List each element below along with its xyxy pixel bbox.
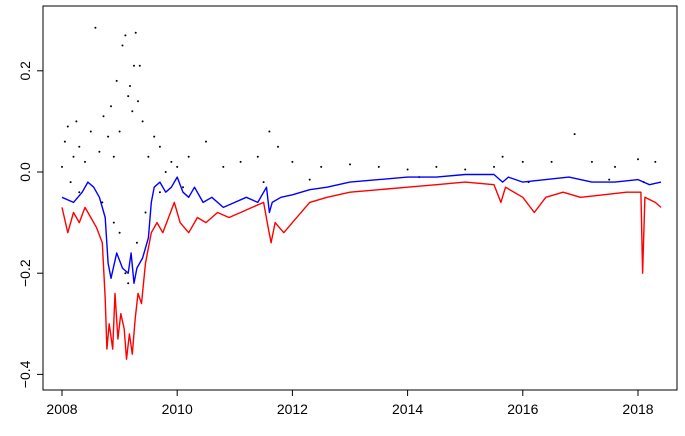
red-line-series — [61, 181, 662, 360]
blue-line-series — [61, 173, 662, 284]
y-tick-label: −0.4 — [17, 360, 33, 388]
x-tick-label: 2018 — [622, 401, 653, 417]
data-point — [134, 31, 137, 34]
data-point — [101, 201, 104, 204]
data-point — [137, 100, 139, 103]
data-point — [158, 191, 161, 194]
data-point — [349, 163, 351, 166]
data-point — [176, 165, 179, 168]
data-point — [158, 145, 161, 148]
data-point — [614, 165, 616, 168]
data-point — [291, 160, 294, 163]
data-point — [435, 165, 438, 168]
data-point — [98, 150, 101, 153]
y-tick-label: 0.0 — [17, 162, 33, 182]
data-point — [205, 140, 207, 143]
data-point — [308, 178, 311, 181]
data-point — [141, 120, 144, 123]
data-point — [118, 130, 121, 133]
data-point — [115, 79, 118, 82]
data-point — [127, 282, 130, 285]
data-point — [112, 221, 115, 224]
data-point — [69, 181, 72, 184]
data-point — [268, 130, 271, 133]
points-series — [61, 26, 657, 285]
data-point — [144, 211, 147, 214]
x-tick-label: 2010 — [162, 401, 193, 417]
x-axis: 2008 2010 2012 2014 2016 2018 — [46, 390, 654, 417]
data-point — [124, 34, 127, 37]
data-point — [78, 145, 81, 148]
data-point — [493, 165, 495, 168]
data-point — [608, 178, 611, 181]
data-point — [89, 130, 92, 133]
data-point — [239, 160, 242, 163]
series-layer — [61, 26, 662, 360]
data-point — [133, 64, 135, 67]
data-point — [590, 160, 593, 163]
x-tick-label: 2016 — [507, 401, 538, 417]
data-point — [147, 155, 150, 158]
data-point — [256, 155, 259, 158]
data-point — [262, 181, 265, 184]
data-point — [222, 165, 225, 168]
data-point — [118, 231, 121, 234]
plot-frame — [42, 5, 678, 391]
data-point — [654, 160, 657, 163]
data-point — [170, 160, 173, 163]
x-tick-label: 2008 — [46, 401, 77, 417]
data-point — [121, 44, 124, 47]
data-point — [406, 168, 409, 171]
data-point — [637, 158, 639, 161]
data-point — [75, 120, 78, 123]
data-point — [63, 140, 66, 143]
data-point — [110, 105, 112, 108]
data-point — [138, 64, 141, 67]
data-point — [127, 95, 130, 98]
data-point — [124, 272, 127, 275]
y-tick-label: −0.2 — [17, 259, 33, 287]
data-point — [135, 241, 138, 244]
data-point — [94, 26, 97, 29]
y-axis: −0.4 −0.2 0.0 0.2 — [17, 61, 43, 388]
data-point — [320, 165, 323, 168]
data-point — [66, 125, 69, 128]
data-point — [131, 110, 134, 113]
data-point — [187, 155, 190, 158]
data-point — [61, 165, 63, 168]
data-point — [153, 135, 156, 138]
data-point — [78, 191, 81, 194]
data-point — [84, 160, 86, 163]
data-point — [107, 135, 110, 138]
data-point — [102, 115, 105, 118]
data-point — [277, 145, 279, 148]
data-point — [521, 160, 524, 163]
data-point — [182, 186, 184, 189]
data-point — [72, 155, 75, 158]
x-tick-label: 2014 — [392, 401, 423, 417]
data-point — [164, 171, 167, 173]
data-point — [129, 85, 131, 87]
data-point — [501, 155, 504, 158]
data-point — [464, 168, 467, 171]
data-point — [573, 133, 576, 136]
data-point — [112, 155, 115, 158]
data-point — [377, 165, 380, 168]
x-tick-label: 2012 — [277, 401, 308, 417]
y-tick-label: 0.2 — [17, 61, 33, 81]
data-point — [550, 160, 553, 163]
